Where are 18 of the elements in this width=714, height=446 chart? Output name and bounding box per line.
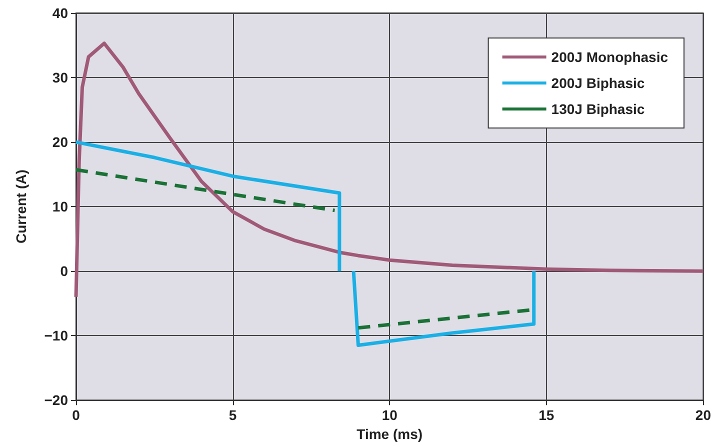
x-tick-label: 5 xyxy=(228,407,237,424)
legend-label: 130J Biphasic xyxy=(551,101,645,117)
x-tick-label: 0 xyxy=(72,407,80,424)
x-axis-title: Time (ms) xyxy=(356,426,423,442)
y-tick-label: 20 xyxy=(52,134,68,150)
y-axis-title: Current (A) xyxy=(13,170,29,244)
y-tick-label: 0 xyxy=(60,263,68,280)
y-tick-label: −20 xyxy=(44,392,68,408)
y-tick-label: −10 xyxy=(44,328,68,344)
x-tick-label: 20 xyxy=(695,407,712,424)
y-tick-label: 30 xyxy=(52,70,68,86)
line-series xyxy=(74,42,705,299)
y-tick-label: 10 xyxy=(52,198,68,215)
x-tick-label: 10 xyxy=(382,407,398,424)
legend-label: 200J Monophasic xyxy=(551,49,668,65)
x-tick-label: 15 xyxy=(538,407,554,424)
y-tick-label: 40 xyxy=(52,5,68,21)
legend-label: 200J Biphasic xyxy=(551,75,645,91)
